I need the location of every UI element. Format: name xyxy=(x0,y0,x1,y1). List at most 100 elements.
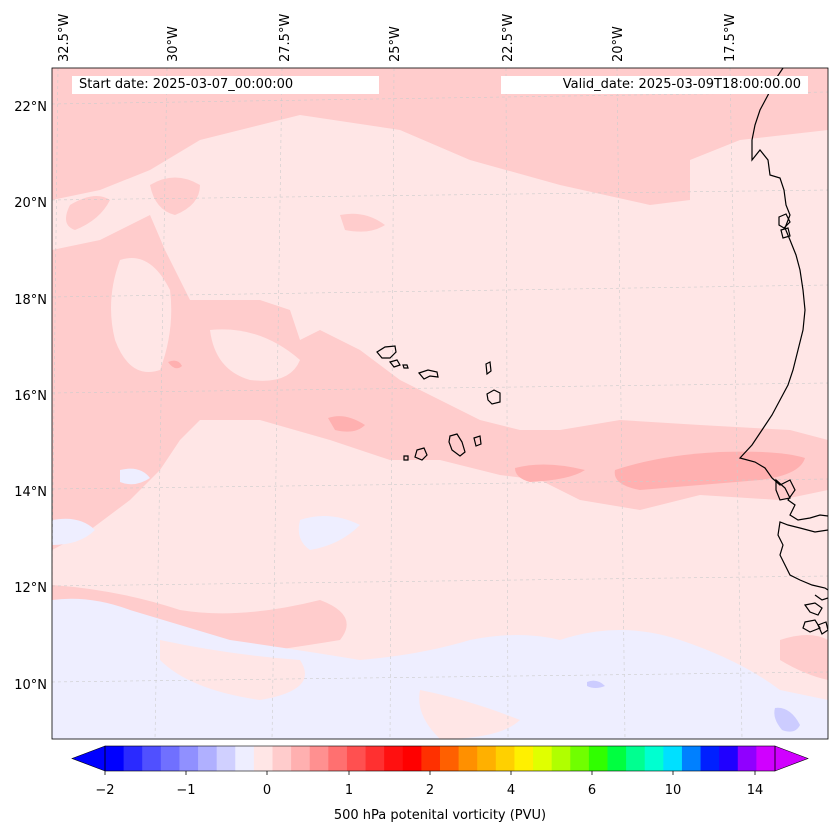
colorbar-title: 500 hPa potenital vorticity (PVU) xyxy=(333,808,547,823)
cape-verde-santo-antao xyxy=(376,345,397,359)
colorbar-segment xyxy=(253,746,273,771)
latitude-labels: 22°N 20°N 18°N 16°N 14°N 12°N 10°N xyxy=(14,100,47,693)
lon-label: 22.5°W xyxy=(501,14,516,62)
colorbar-tick-label: 4 xyxy=(507,783,515,798)
field-region-strong-2 xyxy=(515,464,585,482)
field-region-strong-3 xyxy=(614,451,805,490)
colorbar-segment xyxy=(570,746,590,771)
graticule-line xyxy=(505,68,509,739)
colorbar-segment xyxy=(495,746,515,771)
colorbar-extend-max xyxy=(774,745,809,772)
colorbar-segment xyxy=(514,746,534,771)
colorbar-segment xyxy=(588,746,608,771)
africa-coastline xyxy=(738,68,828,591)
cape-verde-sao-vicente xyxy=(388,359,401,368)
colorbar-segment xyxy=(458,746,478,771)
coast-island-bijagos-2 xyxy=(802,619,821,633)
cape-verde-maio xyxy=(473,435,482,447)
colorbar-tick-label: −2 xyxy=(95,783,114,798)
colorbar xyxy=(71,745,809,775)
cape-verde-boa-vista xyxy=(486,389,501,405)
field-region-strong-1 xyxy=(328,416,365,432)
colorbar-segment xyxy=(681,746,702,771)
lon-label: 25°W xyxy=(388,26,403,62)
longitude-labels: 32.5°W 30°W 27.5°W 25°W 22.5°W 20°W 17.5… xyxy=(57,14,738,62)
pv-field xyxy=(52,68,828,739)
lat-label: 18°N xyxy=(14,293,47,308)
colorbar-segment xyxy=(365,746,385,771)
colorbar-segment xyxy=(644,746,664,771)
field-region-blob-1 xyxy=(150,177,200,215)
colorbar-segment xyxy=(105,746,125,771)
field-region-south-3 xyxy=(780,635,828,680)
field-region-blob-3 xyxy=(340,213,385,232)
graticule-line xyxy=(616,68,626,739)
cape-verde-sao-nicolau xyxy=(417,369,439,380)
coast-island-north-2 xyxy=(780,227,791,239)
colorbar-tick-label: 10 xyxy=(665,783,682,798)
colorbar-tick-label: 1 xyxy=(345,783,353,798)
cape-verde-santa-luzia xyxy=(402,364,409,369)
lon-label: 30°W xyxy=(166,26,181,62)
field-region-negative-1 xyxy=(52,518,95,545)
lon-label: 32.5°W xyxy=(57,14,72,62)
coast-island-north-1 xyxy=(778,213,791,229)
colorbar-segment xyxy=(737,746,757,771)
colorbar-segment xyxy=(440,746,460,771)
colorbar-segment xyxy=(198,746,218,771)
lon-label: 27.5°W xyxy=(278,14,293,62)
valid-date-label: Valid_date: 2025-03-09T18:00:00.00 xyxy=(501,76,808,94)
cape-verde-fogo xyxy=(414,447,428,461)
coast-island-bijagos-1 xyxy=(803,602,823,616)
field-region-negative-2 xyxy=(298,516,360,550)
colorbar-segment xyxy=(663,746,683,771)
map-frame xyxy=(51,67,829,740)
cape-verde-sal xyxy=(485,361,492,376)
colorbar-extend-min xyxy=(71,745,106,772)
field-region-interior-light xyxy=(111,258,172,372)
colorbar-segment xyxy=(402,746,422,771)
cape-verde-santiago xyxy=(448,433,466,457)
colorbar-ticks: −2 −1 0 1 2 4 6 10 14 xyxy=(95,783,763,798)
colorbar-tick-label: 0 xyxy=(263,783,271,798)
colorbar-outline xyxy=(104,745,776,772)
africa-coast-inlet xyxy=(775,478,791,501)
coast-segment-guinea xyxy=(814,594,828,601)
graticule-line xyxy=(389,68,395,739)
field-region-blob-2 xyxy=(66,196,110,230)
lat-label: 16°N xyxy=(14,389,47,404)
lat-label: 20°N xyxy=(14,196,47,211)
coastline xyxy=(376,68,828,635)
field-region-south-pos-patch-2 xyxy=(419,690,520,739)
field-region-south-pos-patch xyxy=(160,640,305,700)
colorbar-segment xyxy=(421,746,441,771)
colorbar-segment xyxy=(179,746,199,771)
colorbar-segment xyxy=(384,746,404,771)
colorbar-segment xyxy=(235,746,255,771)
colorbar-segment xyxy=(607,746,627,771)
colorbar-tick-label: 14 xyxy=(747,783,764,798)
colorbar-segment xyxy=(216,746,236,771)
colorbar-segment xyxy=(700,746,720,771)
lon-label: 17.5°W xyxy=(723,14,738,62)
lat-label: 22°N xyxy=(14,100,47,115)
colorbar-segment xyxy=(309,746,329,771)
colorbar-tick-label: 6 xyxy=(588,783,596,798)
colorbar-segment xyxy=(123,746,143,771)
graticule-line xyxy=(729,68,743,739)
graticule xyxy=(52,68,828,739)
colorbar-segment xyxy=(756,746,776,771)
graticule-line xyxy=(154,68,168,739)
field-region-negative-3 xyxy=(120,468,150,485)
start-date-label: Start date: 2025-03-07_00:00:00 xyxy=(72,76,379,94)
colorbar-segment xyxy=(626,746,646,771)
colorbar-segment xyxy=(551,746,571,771)
lat-label: 10°N xyxy=(14,678,47,693)
colorbar-segment xyxy=(291,746,311,771)
lat-label: 12°N xyxy=(14,581,47,596)
field-region-north-band xyxy=(52,68,828,205)
lat-label: 14°N xyxy=(14,485,47,500)
field-region-negative-strong-1 xyxy=(774,707,800,732)
field-region-strong-4 xyxy=(168,360,182,369)
